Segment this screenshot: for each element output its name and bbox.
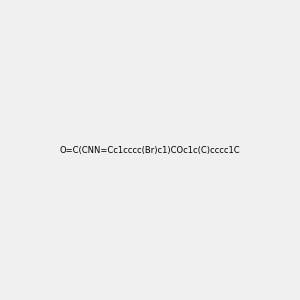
Text: O=C(CNN=Cc1cccc(Br)c1)COc1c(C)cccc1C: O=C(CNN=Cc1cccc(Br)c1)COc1c(C)cccc1C [60, 146, 240, 154]
